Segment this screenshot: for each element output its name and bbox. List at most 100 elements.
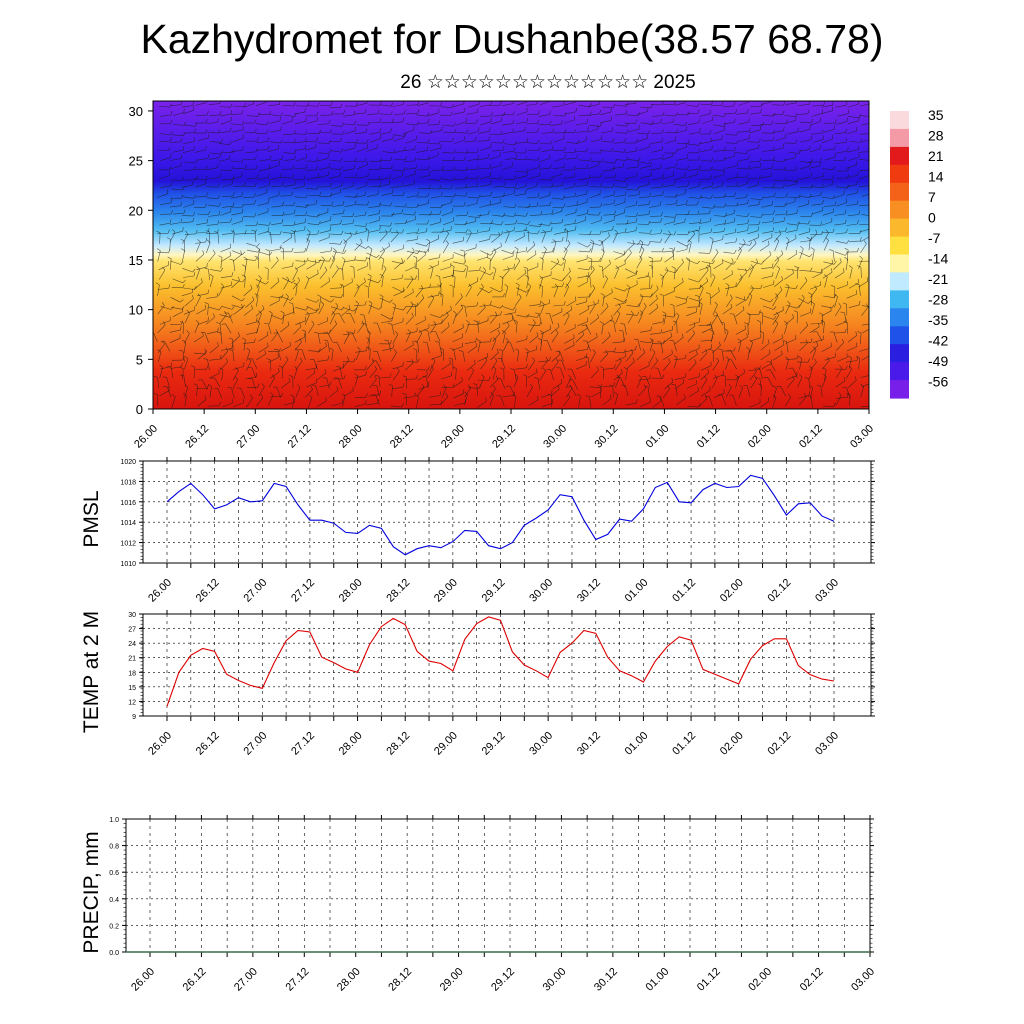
wind-barb-flag: [380, 256, 384, 260]
wind-barb: [258, 335, 269, 342]
wind-barb: [427, 294, 439, 298]
wind-barb: [832, 250, 835, 262]
wind-barb-flag: [304, 226, 306, 231]
wind-barb-flag: [614, 347, 616, 352]
wind-barb: [515, 287, 527, 293]
wind-barb-flag: [335, 313, 340, 315]
wind-barb: [294, 133, 306, 135]
wind-barb: [572, 379, 578, 390]
wind-barb: [650, 186, 663, 189]
wind-barb: [443, 220, 454, 226]
wind-barb-flag: [773, 385, 777, 389]
wind-barb-flag: [535, 312, 540, 314]
wind-barb: [217, 232, 220, 244]
wind-barb: [626, 114, 638, 117]
wind-barb: [587, 357, 590, 369]
wind-barb-flag: [180, 326, 182, 331]
wind-barb: [736, 223, 748, 226]
wind-barb-flag: [758, 220, 761, 225]
wind-barb: [626, 313, 638, 316]
wind-barb-flag: [196, 175, 198, 180]
wind-barb-flag: [651, 120, 654, 125]
wind-barb-flag: [435, 341, 440, 343]
wind-barb-flag: [587, 127, 589, 132]
wind-barb: [369, 379, 377, 388]
wind-barb-flag: [445, 230, 449, 234]
wind-barb-flag: [698, 118, 700, 123]
wind-barb: [343, 390, 354, 397]
wind-barb-flag: [206, 218, 208, 223]
wind-barb-flag: [268, 173, 270, 178]
wind-barb-flag: [438, 176, 442, 181]
wind-barb: [833, 194, 845, 199]
wind-barb-flag: [303, 182, 306, 187]
wind-barb: [614, 360, 622, 371]
wind-barb: [602, 278, 608, 289]
wind-barb: [625, 243, 635, 252]
wind-barb: [761, 363, 772, 369]
wind-barb-flag: [305, 137, 307, 142]
x-tick-label: 26.00: [129, 966, 157, 994]
wind-barb-flag: [179, 321, 184, 324]
wind-barb: [759, 244, 770, 252]
wind-barb-flag: [416, 374, 418, 379]
wind-barb: [479, 287, 490, 294]
wind-barb: [845, 164, 857, 169]
wind-barb: [749, 262, 759, 271]
wind-barb: [251, 367, 257, 379]
wind-barb: [784, 317, 794, 326]
wind-barb-flag: [822, 367, 827, 370]
colorbar-segment: [890, 290, 909, 309]
wind-barb-flag: [608, 384, 613, 387]
wind-barb-flag: [750, 264, 754, 268]
wind-barb: [221, 402, 233, 408]
wind-barb-flag: [848, 365, 852, 370]
wind-barb: [181, 184, 193, 188]
wind-barb-flag: [168, 146, 171, 151]
wind-barb: [759, 297, 771, 303]
wind-barb-flag: [465, 166, 468, 171]
wind-barb: [440, 266, 451, 271]
wind-barb-flag: [379, 294, 384, 297]
wind-barb: [749, 402, 761, 408]
wind-barb: [845, 259, 849, 271]
wind-barb-flag: [686, 200, 688, 205]
wind-barb-flag: [231, 344, 233, 349]
wind-barb: [712, 114, 724, 117]
wind-barb: [246, 243, 258, 247]
wind-barb: [540, 328, 551, 335]
wind-barb: [330, 296, 342, 298]
wind-barb-flag: [770, 172, 772, 177]
wind-barb: [526, 244, 536, 253]
wind-barb-flag: [414, 392, 416, 397]
wind-barb: [562, 397, 571, 407]
wind-barb-flag: [792, 314, 794, 318]
wind-barb: [415, 231, 427, 235]
wind-barb-flag: [228, 337, 233, 340]
wind-barb: [254, 231, 257, 243]
wind-barb-flag: [229, 141, 232, 145]
wind-barb-flag: [218, 202, 221, 207]
wind-barb: [725, 376, 727, 388]
wind-barb-flag: [635, 147, 638, 152]
wind-barb: [540, 340, 542, 352]
wind-barb: [657, 368, 662, 379]
wind-barb-flag: [724, 328, 729, 332]
wind-barb-flag: [706, 292, 711, 295]
wind-barb-flag: [303, 333, 305, 338]
wind-barb-flag: [452, 176, 456, 181]
wind-barb-flag: [507, 322, 510, 326]
wind-barb: [393, 205, 405, 208]
wind-barb-flag: [699, 218, 702, 223]
wind-barb-flag: [733, 217, 735, 222]
wind-barb: [477, 320, 489, 325]
wind-barb-flag: [378, 176, 381, 181]
wind-barb: [344, 232, 356, 235]
wind-barb: [172, 278, 184, 284]
wind-barb: [315, 385, 319, 397]
wind-barb: [329, 323, 337, 333]
wind-barb-flag: [461, 377, 463, 382]
wind-barb: [858, 258, 863, 270]
wind-barb-flag: [288, 377, 291, 382]
wind-barb-flag: [613, 190, 615, 195]
